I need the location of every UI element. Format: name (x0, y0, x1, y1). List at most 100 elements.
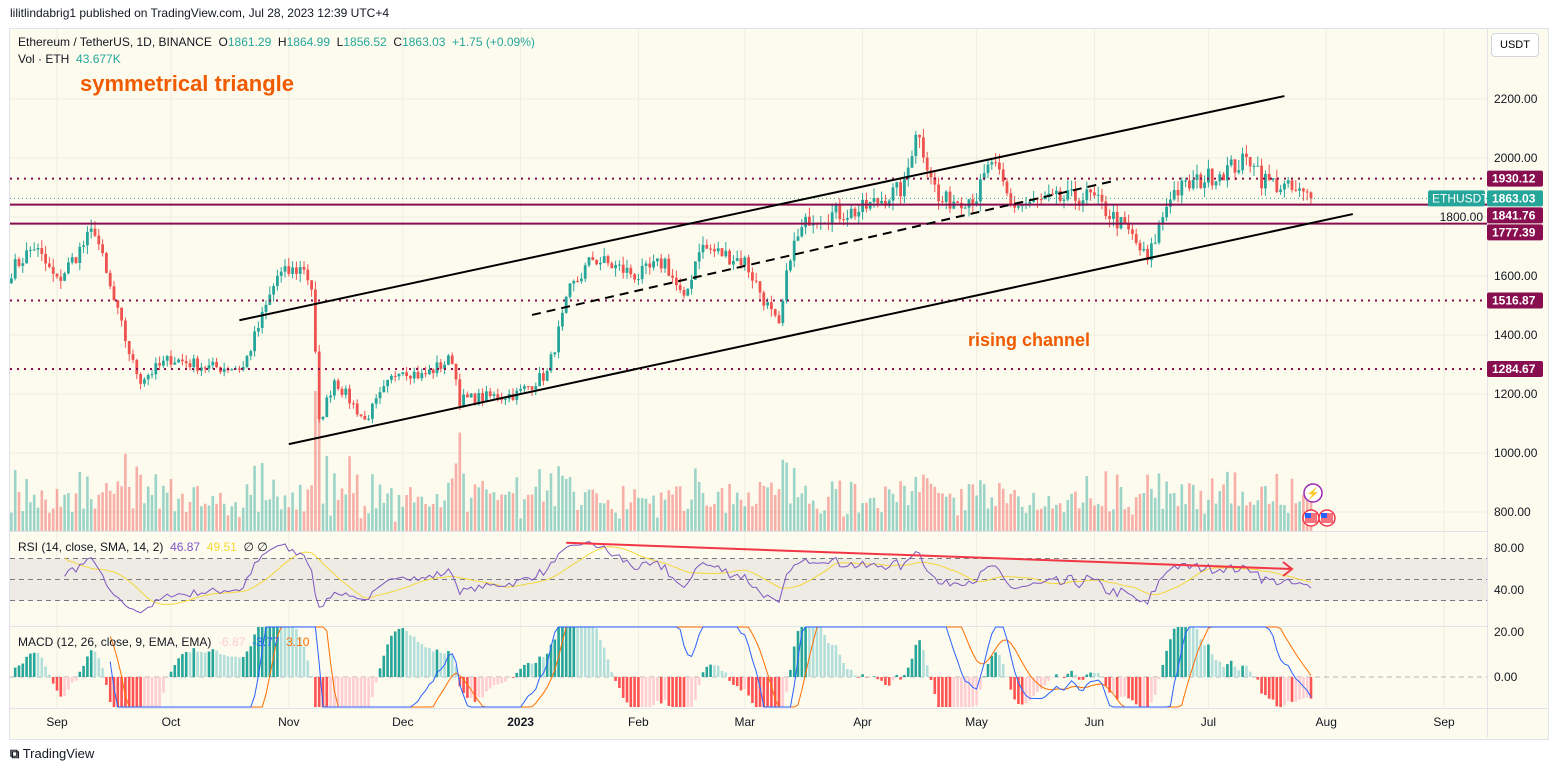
chart-frame[interactable] (9, 28, 1549, 740)
candle-body (773, 309, 777, 316)
macd-histogram (13, 627, 1313, 707)
volume-bar (63, 494, 66, 531)
macd-hist-bar (1214, 659, 1218, 677)
candle-body (488, 391, 492, 396)
candle-body (116, 300, 120, 308)
volume-bar (355, 474, 359, 531)
volume-bar (1207, 499, 1210, 531)
macd-hist-bar (1074, 674, 1077, 677)
level-price-label: 1777.39 (1492, 225, 1536, 239)
macd-hist-bar (515, 672, 519, 677)
candle-body (610, 263, 614, 269)
candle-body (542, 373, 545, 381)
macd-hist-bar (716, 665, 720, 677)
macd-hist-bar (1245, 665, 1248, 677)
macd-hist-bar (580, 627, 583, 677)
volume-bar (276, 496, 279, 531)
candle-body (956, 201, 959, 203)
candle-body (701, 244, 705, 253)
macd-hist-bar (1199, 639, 1203, 677)
macd-hist-bar (557, 627, 560, 677)
volume-bar (773, 494, 777, 531)
macd-hist-bar (618, 677, 621, 689)
macd-hist-bar (941, 677, 944, 707)
macd-hist-bar (1096, 673, 1100, 677)
candle-body (1055, 190, 1058, 194)
candle-body (405, 372, 408, 377)
candle-body (846, 218, 849, 220)
volume-bar (1286, 512, 1290, 531)
macd-hist-bar (352, 677, 355, 707)
volume-bar (1032, 492, 1035, 531)
candle-body (519, 388, 522, 391)
macd-hist-bar (773, 677, 777, 707)
candle-body (576, 281, 579, 283)
candle-body (439, 362, 443, 369)
macd-hist-bar (279, 627, 283, 677)
macd-hist-bar (1104, 677, 1108, 686)
volume-bar (1058, 503, 1062, 531)
volume-bars (10, 391, 1313, 531)
candle-body (705, 244, 709, 249)
macd-hist-bar (473, 677, 477, 702)
currency-button[interactable]: USDT (1491, 33, 1539, 57)
volume-bar (667, 490, 671, 531)
volume-bar (507, 491, 511, 531)
us-flag-canton (1305, 513, 1311, 518)
macd-hist-bar (108, 677, 112, 702)
macd-hist-bar (340, 677, 344, 707)
volume-bar (226, 515, 230, 531)
volume-bar (918, 492, 921, 531)
lightning-event-icon (1303, 483, 1323, 503)
macd-hist-bar (637, 677, 640, 707)
candle-body (207, 365, 211, 369)
volume-bar (910, 491, 914, 531)
volume-bar (124, 453, 127, 531)
volume-bar (777, 489, 781, 531)
candle-body (10, 278, 13, 284)
macd-hist-bar (986, 663, 990, 677)
candle-body (283, 266, 287, 272)
candle-body (572, 281, 576, 284)
macd-hist-bar (13, 667, 17, 677)
candle-body (181, 359, 184, 362)
candle-body (1085, 189, 1089, 201)
level-price-badge (1487, 224, 1543, 241)
macd-hist-bar (336, 677, 340, 707)
volume-bar (580, 505, 583, 531)
candle-body (473, 393, 477, 405)
macd-hist-bar (412, 636, 416, 677)
arrow-head-icon (1282, 561, 1294, 577)
macd-hist-bar (458, 677, 462, 687)
candle-body (93, 228, 97, 236)
volume-bar (1081, 502, 1085, 531)
macd-hist-bar (743, 677, 747, 690)
candle-body (363, 415, 367, 420)
candle-body (279, 271, 283, 276)
volume-bar (1009, 493, 1013, 531)
macd-hist-bar (1252, 676, 1256, 677)
published-header: lilitlindabrig1 published on TradingView… (10, 6, 390, 20)
candle-body (496, 394, 500, 399)
symbol-tag-badge (1428, 190, 1485, 207)
volume-bar (1184, 504, 1187, 531)
volume-bar (929, 483, 933, 531)
volume-bar (112, 493, 116, 531)
volume-bar (1245, 505, 1248, 531)
macd-hist-bar (36, 653, 40, 677)
macd-hist-bar (1302, 677, 1305, 699)
candle-body (1302, 188, 1305, 192)
volume-bar (526, 494, 530, 531)
macd-line-value: -3.77 (252, 635, 280, 649)
candle-body (420, 373, 424, 379)
candle-body (785, 270, 788, 301)
low-value: 1856.52 (343, 35, 387, 49)
volume-bar (1218, 490, 1222, 531)
macd-hist-bar (1237, 670, 1241, 677)
level-price-badge (1487, 292, 1543, 309)
volume-bar (1264, 485, 1267, 531)
macd-hist-bar (1290, 677, 1294, 702)
close-value: 1863.03 (402, 35, 446, 49)
macd-hist-bar (55, 677, 59, 691)
